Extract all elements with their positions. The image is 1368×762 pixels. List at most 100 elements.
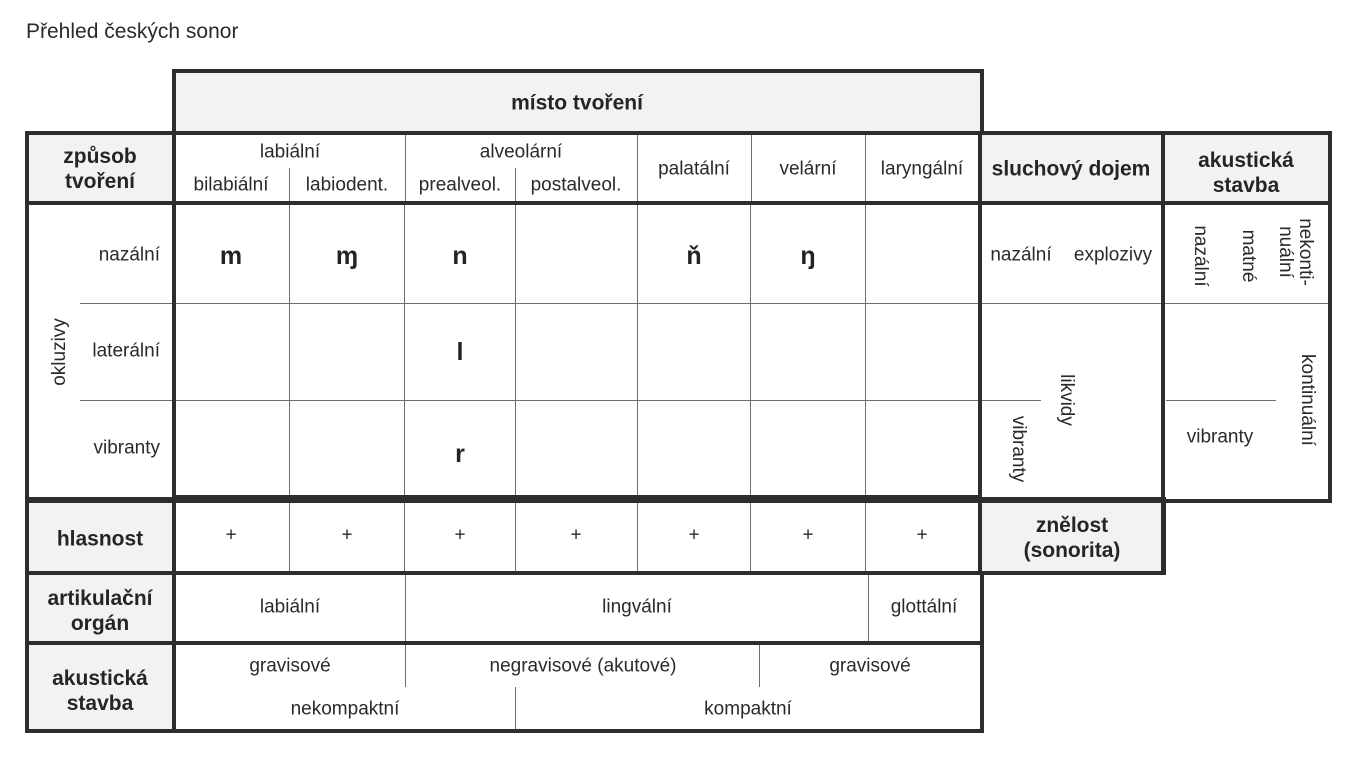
acoustic-bottom-label: akustická stavba [52,666,148,715]
diagram-title: Přehled českých sonor [26,20,239,43]
loudness-value: + [341,524,353,546]
loudness-value: + [570,524,582,546]
grid-column-line [515,204,516,499]
thick-divider [978,497,982,575]
phoneme-r: r [455,440,465,468]
divider-line [759,645,760,687]
manner-trills: vibranty [93,437,160,459]
acoustic-dull: matné [1237,229,1259,283]
manner-nasal: nazální [98,244,160,266]
acoustic-compact: kompaktní [704,698,792,720]
auditory-trills: vibranty [1007,415,1029,483]
divider-line [751,132,752,202]
loudness-label: hlasnost [56,527,144,551]
loudness-header-bg [28,500,174,571]
place-labiodental: labiodent. [305,174,389,196]
manner-lateral: laterální [92,340,160,362]
place-group-labial: labiální [259,141,321,163]
acoustic-bottom-frame [25,641,984,733]
acoustic-noncontinuant: nekonti- nuální [1275,218,1316,286]
place-prealveolar: prealveol. [418,174,502,196]
place-header-frame [172,69,984,135]
grid-column-line [865,501,866,571]
loudness-value: + [225,524,237,546]
thick-divider [172,495,982,499]
acoustic-continuant: kontinuální [1296,354,1318,446]
auditory-header-bg [981,134,1162,202]
loudness-value: + [802,524,814,546]
place-palatal: palatální [658,158,730,180]
thick-divider [25,201,1332,205]
acoustic-acute: negravisové (akutové) [489,655,677,677]
manner-header-bg [28,134,174,202]
place-of-articulation-header: místo tvoření [511,91,643,115]
divider-line [637,132,638,202]
grid-row-line [1166,400,1276,401]
grid-column-line [637,501,638,571]
sonority-label: znělost (sonorita) [1023,513,1121,562]
grid-row-line [80,303,980,304]
phoneme-palatal-nasal: ň [686,242,702,270]
phoneme-labiodental-nasal: ɱ [335,242,359,270]
sonority-header-bg [981,500,1162,571]
grid-column-line [750,501,751,571]
grid-column-line [637,204,638,499]
main-frame [25,131,1332,503]
divider-line [289,168,290,202]
grid-row-line [981,400,1041,401]
articulator-glottal: glottální [890,596,958,618]
phoneme-n: n [452,242,468,270]
grid-column-line [289,501,290,571]
grid-column-line [404,501,405,571]
divider-line [515,687,516,729]
acoustic-trills: vibranty [1186,426,1254,448]
thick-divider [978,131,982,503]
place-group-alveolar: alveolární [479,141,563,163]
manner-occlusives: okluzivy [49,318,71,386]
thick-divider [1161,131,1165,575]
loudness-value: + [916,524,928,546]
divider-line [865,132,866,202]
place-header-bg [175,72,981,132]
grid-column-line [515,501,516,571]
organ-frame [25,571,984,645]
auditory-nasal: nazální [990,244,1052,266]
grid-column-line [750,204,751,499]
loudness-value: + [688,524,700,546]
phoneme-velar-nasal: ŋ [800,242,816,270]
loudness-value: + [454,524,466,546]
acoustic-nasal: nazální [1189,225,1211,287]
place-velar: velární [779,158,837,180]
manner-of-articulation-header: způsob tvoření [63,144,137,193]
place-bilabial: bilabiální [193,174,269,196]
auditory-impression-header: sluchový dojem [991,157,1151,181]
organ-header-bg [28,574,174,641]
grid-column-line [404,204,405,499]
grid-column-line [289,204,290,499]
phoneme-m: m [219,242,243,270]
grid-row-line [80,400,980,401]
divider-line [515,168,516,202]
acoustic-structure-header: akustická stavba [1198,148,1294,197]
articulator-lingual: lingvální [602,596,672,618]
acoustic-grave-1: gravisové [249,655,331,677]
auditory-liquids: likvidy [1055,374,1077,426]
grid-row-line [981,303,1328,304]
acoustic-grave-2: gravisové [829,655,911,677]
divider-line [405,574,406,641]
place-laryngeal: laryngální [880,158,964,180]
auditory-explosives: explozivy [1073,244,1153,266]
articulator-label: artikulační orgán [47,586,153,635]
phoneme-l: l [456,338,464,366]
place-postalveolar: postalveol. [530,174,622,196]
loudness-frame [25,497,1166,575]
grid-column-line [865,204,866,499]
acoustic-header-bg [1164,134,1328,202]
articulator-labial: labiální [259,596,321,618]
acoustic-diffuse: nekompaktní [290,698,400,720]
divider-line [405,645,406,687]
divider-line [405,132,406,202]
acoustic-bottom-header-bg [28,645,174,729]
divider-line [868,574,869,641]
thick-divider [172,131,176,733]
